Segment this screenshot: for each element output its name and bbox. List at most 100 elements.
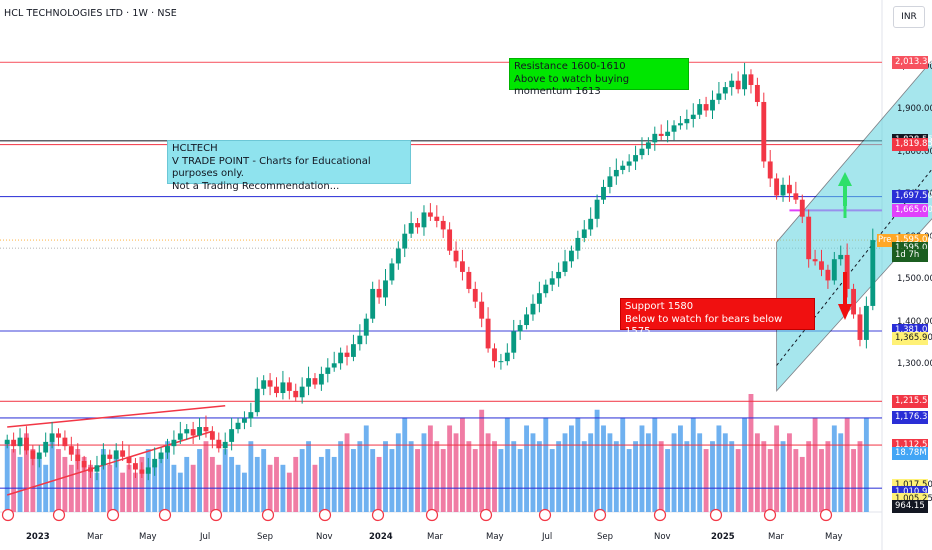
- info-annotation[interactable]: HCLTECH V TRADE POINT - Charts for Educa…: [167, 140, 411, 192]
- earnings-marker: [52, 508, 66, 522]
- volume-bar: [575, 417, 581, 512]
- candle: [49, 433, 55, 442]
- candle: [145, 467, 151, 474]
- candle: [658, 133, 664, 136]
- volume-bar: [838, 433, 844, 512]
- up-arrow-icon: [838, 172, 852, 206]
- candle: [684, 118, 690, 124]
- x-tick-label: 2025: [711, 532, 735, 542]
- candle: [344, 352, 350, 357]
- currency-selector[interactable]: INR: [893, 6, 925, 28]
- volume-bar: [748, 394, 754, 512]
- volume-bar: [806, 441, 812, 512]
- volume-bar: [434, 441, 440, 512]
- candle: [363, 318, 369, 336]
- candle: [742, 74, 747, 90]
- candle: [678, 123, 683, 126]
- earnings-marker: [209, 508, 223, 522]
- candle: [575, 237, 581, 251]
- volume-bar: [17, 456, 23, 512]
- earnings-marker: [763, 508, 777, 522]
- volume-bar: [466, 441, 472, 512]
- candle: [754, 84, 760, 102]
- support-annotation-line2: Below to watch for bears below 1575: [625, 313, 783, 338]
- earnings-marker: [479, 508, 493, 522]
- resistance-annotation[interactable]: Resistance 1600-1610 Above to watch buyi…: [509, 58, 689, 97]
- candle: [671, 125, 677, 132]
- candle: [306, 378, 311, 387]
- candle: [703, 104, 709, 111]
- volume-bar: [594, 409, 600, 512]
- y-tick-label: 1,800.00: [897, 146, 932, 157]
- volume-bar: [735, 449, 741, 512]
- volume-bar: [75, 449, 81, 512]
- x-tick-label: May: [486, 532, 504, 542]
- support-annotation[interactable]: Support 1580 Below to watch for bears be…: [620, 298, 815, 337]
- candle: [62, 437, 68, 447]
- volume-bar: [261, 449, 267, 512]
- candle: [235, 422, 241, 430]
- volume-bar: [620, 417, 626, 512]
- volume-bar: [229, 456, 235, 512]
- candle: [94, 465, 100, 472]
- volume-bar: [94, 472, 100, 512]
- volume-bar: [581, 441, 587, 512]
- volume-bar: [49, 441, 55, 512]
- candle: [421, 212, 427, 228]
- candle: [325, 367, 331, 374]
- volume-bar: [248, 441, 254, 512]
- earnings-marker: [371, 508, 385, 522]
- candle: [511, 331, 517, 353]
- candle: [331, 363, 337, 368]
- earnings-marker: [538, 508, 552, 522]
- info-annotation-line2: V TRADE POINT - Charts for Educational p…: [172, 155, 371, 180]
- earnings-marker: [1, 508, 15, 522]
- candle: [222, 441, 228, 449]
- candle: [139, 469, 145, 474]
- volume-bar: [517, 449, 523, 512]
- x-tick-label: Sep: [597, 532, 614, 542]
- volume-bar: [139, 456, 145, 512]
- volume-bar: [671, 433, 677, 512]
- volume-bar: [716, 425, 722, 512]
- candle: [799, 199, 805, 217]
- candle: [492, 348, 497, 362]
- candle: [4, 439, 10, 445]
- volume-bar: [761, 441, 767, 512]
- volume-bar: [120, 472, 126, 512]
- volume-bar: [158, 456, 164, 512]
- pre-market-badge: Pre: [877, 233, 892, 247]
- volume-bar: [639, 425, 645, 512]
- candle: [402, 233, 408, 249]
- candle: [165, 446, 170, 453]
- candle: [838, 254, 844, 260]
- volume-bar: [460, 417, 465, 512]
- volume-bar: [851, 449, 856, 512]
- candle: [299, 386, 305, 398]
- candle: [357, 335, 363, 345]
- volume-bar: [729, 441, 735, 512]
- volume-bar: [357, 441, 363, 512]
- candle: [120, 450, 126, 457]
- x-tick-label: Mar: [768, 532, 785, 542]
- candle: [184, 429, 190, 434]
- candle: [312, 378, 318, 385]
- price-tag: 1,819.85: [892, 138, 932, 152]
- support-annotation-line1: Support 1580: [625, 301, 694, 312]
- candle: [690, 114, 696, 119]
- candle: [825, 269, 831, 281]
- resistance-annotation-line1: Resistance 1600-1610: [514, 61, 626, 72]
- candle: [819, 261, 824, 270]
- candle: [870, 240, 876, 306]
- volume-bar: [376, 456, 382, 512]
- volume-bar: [331, 456, 337, 512]
- candle: [229, 429, 235, 442]
- volume-bar: [408, 441, 414, 512]
- volume-bar: [447, 425, 453, 512]
- candle: [338, 352, 344, 364]
- candle: [639, 148, 645, 156]
- volume-bar: [536, 441, 542, 512]
- candle: [395, 248, 401, 264]
- candle: [30, 450, 36, 459]
